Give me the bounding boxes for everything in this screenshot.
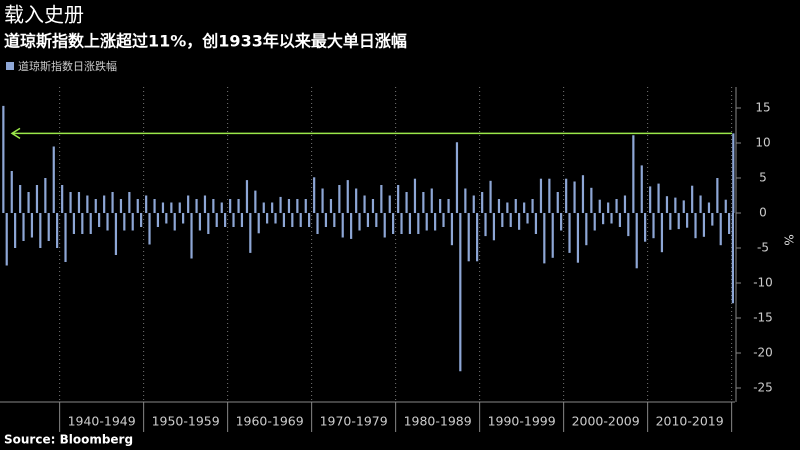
arrow-head	[10, 127, 21, 140]
legend-label: 道琼斯指数日涨跌幅	[18, 59, 117, 73]
x-tick-label: 1990-1999	[488, 414, 556, 429]
y-tick-label: -10	[753, 276, 773, 290]
x-tick-label: 1960-1969	[236, 414, 304, 429]
y-tick-label: -15	[753, 311, 773, 325]
y-tick-label: 0	[759, 206, 767, 220]
legend-swatch	[6, 62, 14, 70]
y-tick-label: 15	[755, 101, 770, 115]
y-axis-label: %	[782, 234, 796, 245]
x-tick-label: 1950-1959	[152, 414, 220, 429]
source: Source: Bloomberg	[4, 433, 133, 447]
x-tick-label: 1970-1979	[320, 414, 388, 429]
x-tick-label: 1980-1989	[404, 414, 472, 429]
x-tick-label: 2010-2019	[656, 414, 724, 429]
y-tick-label: -25	[753, 381, 773, 395]
x-tick-label: 2000-2009	[572, 414, 640, 429]
y-tick-label: -5	[757, 241, 769, 255]
y-tick-label: 10	[755, 136, 770, 150]
chart-title: 载入史册	[4, 3, 84, 27]
x-tick-label: 1940-1949	[68, 414, 136, 429]
y-tick-label: 5	[759, 171, 767, 185]
chart-subtitle: 道琼斯指数上涨超过11%，创1933年以来最大单日涨幅	[4, 32, 407, 51]
y-tick-label: -20	[753, 346, 773, 360]
